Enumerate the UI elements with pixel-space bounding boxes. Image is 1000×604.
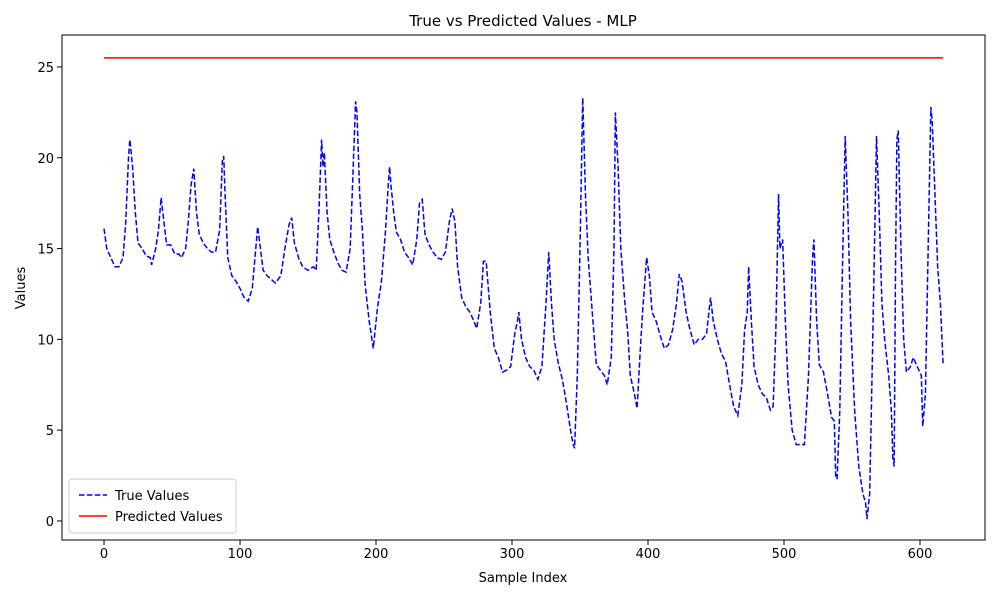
y-tick-label: 15 bbox=[37, 243, 54, 258]
legend-box bbox=[68, 478, 237, 534]
x-tick-label: 0 bbox=[100, 547, 108, 562]
x-tick-label: 600 bbox=[908, 547, 933, 562]
y-tick-label: 25 bbox=[37, 61, 54, 76]
x-tick-label: 500 bbox=[772, 547, 797, 562]
y-tick-label: 10 bbox=[37, 333, 54, 348]
x-tick-label: 400 bbox=[636, 547, 661, 562]
y-tick-label: 5 bbox=[46, 424, 54, 439]
legend-label: Predicted Values bbox=[115, 510, 223, 525]
legend-label: True Values bbox=[114, 489, 189, 504]
x-tick-label: 300 bbox=[500, 547, 525, 562]
x-tick-label: 200 bbox=[364, 547, 389, 562]
y-tick-label: 20 bbox=[37, 152, 54, 167]
x-axis-label: Sample Index bbox=[479, 571, 568, 586]
data-line bbox=[103, 97, 944, 520]
y-axis-label: Values bbox=[14, 267, 29, 310]
x-tick-label: 100 bbox=[228, 547, 253, 562]
y-tick-label: 0 bbox=[46, 515, 54, 530]
plot-frame bbox=[61, 34, 986, 541]
chart-title: True vs Predicted Values - MLP bbox=[408, 12, 637, 30]
